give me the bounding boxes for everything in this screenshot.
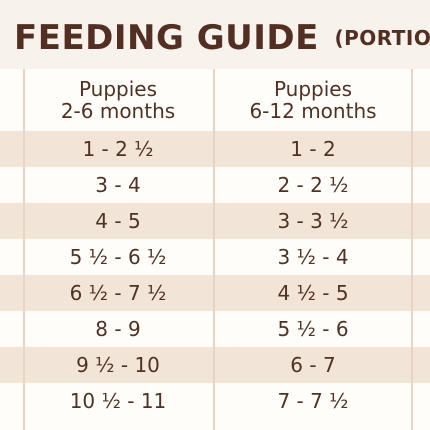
column-header-line: Puppies bbox=[78, 77, 158, 101]
column-divider bbox=[213, 69, 215, 430]
table-cell: 3 - 4 bbox=[95, 173, 141, 197]
table-cell: 7 - 7 ½ bbox=[277, 389, 349, 413]
table-row: 8 - 9 5 ½ - 6 bbox=[0, 311, 430, 347]
table-cell: 10 ½ - 11 bbox=[69, 389, 167, 413]
table-row: 3 - 4 2 - 2 ½ bbox=[0, 167, 430, 203]
table-cell: 3 ½ - 4 bbox=[277, 245, 349, 269]
table-row: 10 ½ - 11 7 - 7 ½ bbox=[0, 383, 430, 419]
title-main: FEEDING GUIDE bbox=[14, 18, 319, 58]
table-cell: 1 - 2 ½ bbox=[82, 137, 154, 161]
column-header-line: 2-6 months bbox=[60, 99, 176, 123]
table-cell: 3 - 3 ½ bbox=[277, 209, 349, 233]
table-row: 5 ½ - 6 ½ 3 ½ - 4 bbox=[0, 239, 430, 275]
table-cell: 4 ½ - 5 bbox=[277, 281, 349, 305]
table-row: 1 - 2 ½ 1 - 2 bbox=[0, 131, 430, 167]
table-cell: 6 - 7 bbox=[290, 353, 336, 377]
column-divider bbox=[23, 69, 25, 430]
title-sub: (PORTIONS PER bbox=[334, 26, 430, 50]
table-cell: 6 ½ - 7 ½ bbox=[69, 281, 167, 305]
column-header-puppies-6-12: Puppies 6-12 months bbox=[218, 78, 408, 122]
table-cell: 8 - 9 bbox=[95, 317, 141, 341]
table-cell: 5 ½ - 6 ½ bbox=[69, 245, 167, 269]
feeding-table: Puppies 2-6 months Puppies 6-12 months 1… bbox=[0, 69, 430, 430]
table-header-row: Puppies 2-6 months Puppies 6-12 months bbox=[0, 69, 430, 131]
table-cell: 5 ½ - 6 bbox=[277, 317, 349, 341]
table-cell: 2 - 2 ½ bbox=[277, 173, 349, 197]
page-title: FEEDING GUIDE (PORTIONS PER bbox=[14, 18, 430, 58]
table-row: 6 ½ - 7 ½ 4 ½ - 5 bbox=[0, 275, 430, 311]
column-header-line: 6-12 months bbox=[249, 99, 377, 123]
column-header-line: Puppies bbox=[273, 77, 353, 101]
column-divider bbox=[411, 69, 413, 430]
title-band: FEEDING GUIDE (PORTIONS PER bbox=[0, 0, 430, 69]
table-cell: 9 ½ - 10 bbox=[76, 353, 160, 377]
table-cell: 1 - 2 bbox=[290, 137, 336, 161]
table-row: 4 - 5 3 - 3 ½ bbox=[0, 203, 430, 239]
table-row: 9 ½ - 10 6 - 7 bbox=[0, 347, 430, 383]
column-header-puppies-2-6: Puppies 2-6 months bbox=[23, 78, 213, 122]
table-cell: 4 - 5 bbox=[95, 209, 141, 233]
